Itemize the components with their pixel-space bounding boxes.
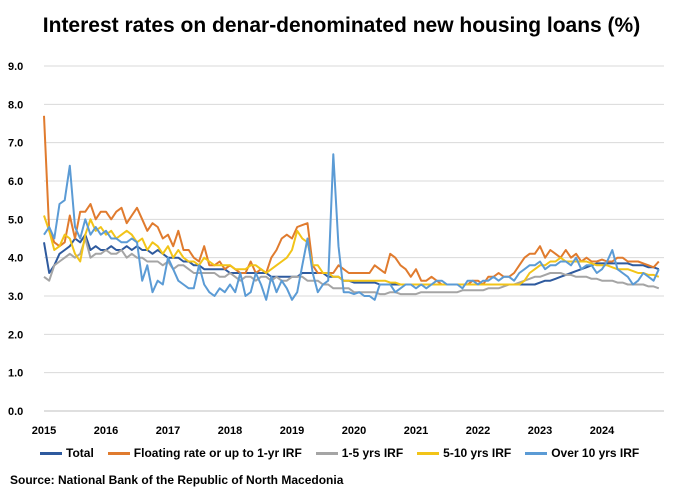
- x-tick-label: 2018: [218, 425, 242, 437]
- y-tick-label: 7.0: [8, 138, 23, 150]
- series-line-floating-rate-or-up-to-1-yr-irf: [43, 115, 660, 286]
- legend-label-5-10yrs: 5-10 yrs IRF: [443, 446, 512, 460]
- legend-item-over10yrs: Over 10 yrs IRF: [525, 446, 639, 460]
- chart-title: Interest rates on denar-denominated new …: [42, 14, 641, 37]
- legend-label-floating: Floating rate or up to 1-yr IRF: [133, 446, 302, 460]
- y-tick-label: 2.0: [8, 329, 23, 341]
- x-tick-label: 2016: [94, 425, 118, 437]
- x-tick-label: 2023: [528, 425, 552, 437]
- legend-label-over10yrs: Over 10 yrs IRF: [551, 446, 640, 460]
- y-tick-label: 6.0: [8, 176, 23, 188]
- x-tick-label: 2021: [404, 425, 428, 437]
- legend-item-total: Total: [40, 446, 94, 460]
- y-tick-label: 5.0: [8, 214, 23, 226]
- chart-plot: 0.0 1.0 2.0 3.0 4.0 5.0 6.0 7.0 8.0 9.0 2015 2016 20…: [8, 61, 664, 437]
- legend-swatch-floating: [107, 451, 130, 455]
- x-tick-label: 2015: [32, 425, 56, 437]
- legend-swatch-1-5yrs: [315, 451, 338, 455]
- legend-label-total: Total: [66, 446, 94, 460]
- series-line-5-10-yrs-irf: [43, 215, 660, 286]
- y-tick-label: 0.0: [8, 406, 23, 418]
- x-tick-label: 2020: [342, 425, 366, 437]
- y-tick-label: 8.0: [8, 99, 23, 111]
- y-tick-label: 3.0: [8, 291, 23, 303]
- series-line-1-5-yrs-irf: [43, 237, 660, 296]
- legend-swatch-total: [40, 451, 62, 455]
- series-line-over-10-yrs-irf: [43, 153, 660, 301]
- y-tick-label: 4.0: [8, 253, 23, 265]
- source-note: Source: National Bank of the Republic of…: [10, 473, 344, 487]
- legend-swatch-over10yrs: [525, 451, 548, 455]
- legend-swatch-5-10yrs: [417, 451, 440, 455]
- x-tick-label: 2024: [590, 425, 615, 437]
- y-tick-label: 9.0: [8, 61, 23, 73]
- x-tick-label: 2019: [280, 425, 304, 437]
- legend-item-floating: Floating rate or up to 1-yr IRF: [107, 446, 302, 460]
- y-tick-label: 1.0: [8, 368, 23, 380]
- legend-label-1-5yrs: 1-5 yrs IRF: [341, 446, 404, 460]
- legend-item-1-5yrs: 1-5 yrs IRF: [315, 446, 404, 460]
- x-tick-label: 2017: [156, 425, 180, 437]
- chart-legend: Total Floating rate or up to 1-yr IRF 1-…: [40, 446, 639, 460]
- legend-item-5-10yrs: 5-10 yrs IRF: [417, 446, 511, 460]
- x-tick-label: 2022: [466, 425, 490, 437]
